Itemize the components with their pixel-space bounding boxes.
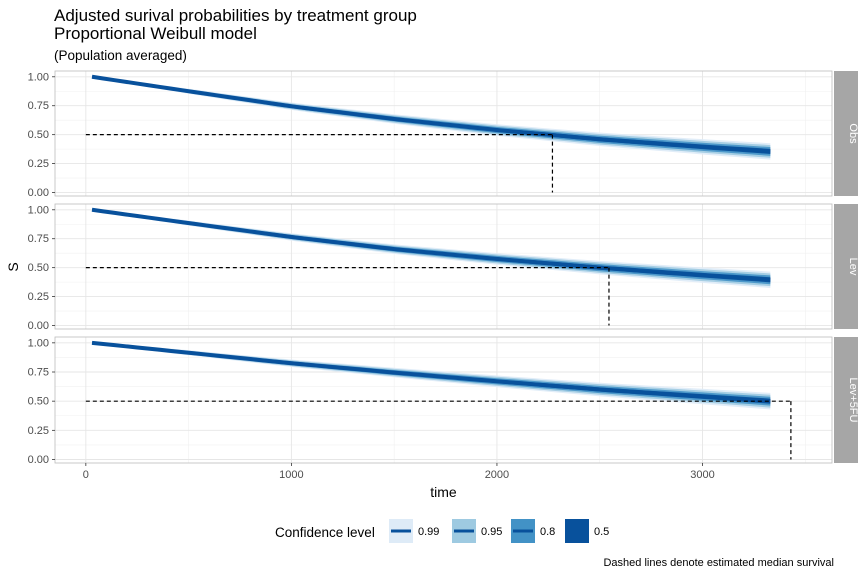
- legend-label: 0.95: [481, 526, 502, 538]
- survival-curve: [91, 340, 771, 404]
- y-tick-label: 0.50: [28, 262, 49, 274]
- y-tick-label: 0.25: [28, 425, 49, 437]
- y-tick-label: 0.25: [28, 158, 49, 170]
- legend-label: 0.8: [540, 526, 555, 538]
- chart-title: Adjusted surival probabilities by treatm…: [54, 6, 417, 25]
- y-tick-label: 1.00: [28, 204, 49, 216]
- chart-subtitle: (Population averaged): [54, 48, 187, 63]
- panel-border: [54, 336, 833, 464]
- facet-strip: [834, 204, 858, 329]
- ribbon-08: [92, 76, 771, 156]
- x-tick-label: 0: [83, 469, 89, 481]
- y-tick-label: 0.75: [28, 233, 49, 245]
- y-tick-label: 1.00: [28, 337, 49, 349]
- x-tick-label: 2000: [485, 469, 509, 481]
- y-tick-label: 0.00: [28, 320, 49, 332]
- x-axis-title: time: [430, 484, 457, 500]
- y-tick-label: 0.00: [28, 187, 49, 199]
- chart-caption: Dashed lines denote estimated median sur…: [603, 557, 834, 569]
- survival-curve: [91, 207, 771, 282]
- facet-strip: [834, 71, 858, 196]
- panel-obs: Obs 0.00 0.25 0.50 0.75 1.00: [28, 70, 859, 199]
- y-tick-label: 0.75: [28, 367, 49, 379]
- x-tick-label: 3000: [690, 469, 714, 481]
- y-tick-label: 0.50: [28, 129, 49, 141]
- panel-border: [54, 203, 833, 330]
- ribbon-08: [92, 209, 771, 285]
- x-tick-label: 1000: [279, 469, 303, 481]
- facet-strip-label: Lev+5FU: [847, 378, 859, 423]
- legend: Confidence level 0.99 0.95 0.8 0.5: [275, 519, 609, 543]
- legend-label: 0.5: [594, 526, 609, 538]
- y-axis-title: S: [5, 262, 21, 271]
- facet-strip-label: Obs: [847, 123, 859, 144]
- y-tick-label: 0.75: [28, 100, 49, 112]
- survival-curve: [91, 74, 771, 154]
- panel-lev-5fu: Lev+5FU 0.00 0.25 0.50 0.75 1.00: [28, 336, 859, 466]
- legend-title: Confidence level: [275, 525, 375, 540]
- y-tick-label: 0.00: [28, 454, 49, 466]
- y-tick-label: 0.25: [28, 291, 49, 303]
- facet-strip: [834, 337, 858, 463]
- legend-label: 0.99: [418, 526, 439, 538]
- y-tick-label: 1.00: [28, 71, 49, 83]
- y-tick-label: 0.50: [28, 396, 49, 408]
- panel-lev: Lev 0.00 0.25 0.50 0.75 1.00: [28, 203, 859, 332]
- panel-border: [54, 70, 833, 197]
- facet-strip-label: Lev: [847, 258, 859, 276]
- chart-title-line2: Proportional Weibull model: [54, 24, 257, 43]
